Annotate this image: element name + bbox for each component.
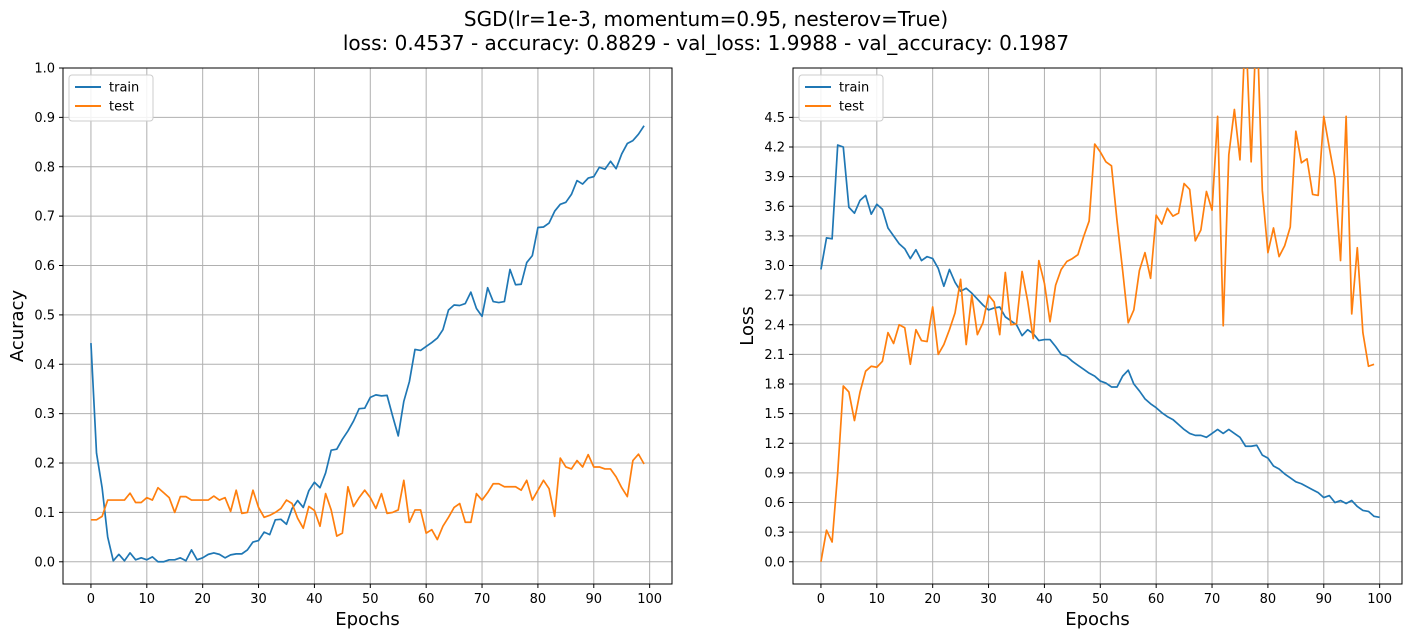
x-tick-label: 70 bbox=[474, 592, 491, 607]
x-tick-label: 50 bbox=[362, 592, 379, 607]
loss-xlabel: Epochs bbox=[1065, 609, 1130, 630]
y-tick-label: 0.6 bbox=[764, 496, 785, 511]
accuracy-series-group bbox=[90, 125, 645, 563]
legend-label-test: test bbox=[839, 100, 864, 115]
y-tick-label: 0.2 bbox=[34, 457, 55, 472]
figure-title-line1: SGD(lr=1e-3, momentum=0.95, nesterov=Tru… bbox=[464, 7, 948, 31]
x-tick-label: 100 bbox=[1367, 592, 1392, 607]
loss-ylabel: Loss bbox=[737, 306, 758, 345]
x-tick-label: 40 bbox=[1036, 592, 1053, 607]
accuracy-xlabel: Epochs bbox=[335, 609, 400, 630]
y-tick-label: 1.5 bbox=[764, 407, 785, 422]
loss-plot: 0 10 20 30 40 50 60 70 80 90 100 0.0 0.3 0.6 0.9 1.2 1.5… bbox=[737, 67, 1403, 630]
y-tick-label: 0.5 bbox=[34, 308, 55, 323]
x-tick-label: 30 bbox=[250, 592, 267, 607]
y-tick-label: 3.6 bbox=[764, 200, 785, 215]
y-tick-label: 0.8 bbox=[34, 160, 55, 175]
x-tick-label: 0 bbox=[817, 592, 825, 607]
y-tick-label: 0.7 bbox=[34, 210, 55, 225]
accuracy-plot: 0 10 20 30 40 50 60 70 80 90 100 0.0 0.1 0.2 0.3 0.4 0.5… bbox=[7, 62, 673, 630]
x-tick-label: 90 bbox=[586, 592, 603, 607]
y-tick-label: 2.1 bbox=[764, 348, 785, 363]
y-tick-label: 0.4 bbox=[34, 358, 55, 373]
loss-grid bbox=[793, 68, 1402, 584]
x-tick-label: 60 bbox=[418, 592, 435, 607]
x-tick-label: 100 bbox=[637, 592, 662, 607]
accuracy-grid bbox=[63, 67, 672, 584]
accuracy-ylabel: Acuracy bbox=[7, 290, 28, 363]
y-tick-label: 0.1 bbox=[34, 506, 55, 521]
x-tick-label: 40 bbox=[306, 592, 323, 607]
y-tick-label: 1.2 bbox=[764, 437, 785, 452]
accuracy-legend: train test bbox=[68, 74, 154, 122]
series-line-train bbox=[820, 144, 1380, 519]
x-tick-label: 30 bbox=[980, 592, 997, 607]
y-tick-label: 0.9 bbox=[34, 111, 55, 126]
series-line-test bbox=[820, 68, 1375, 562]
x-tick-label: 50 bbox=[1092, 592, 1109, 607]
figure-title-line2: loss: 0.4537 - accuracy: 0.8829 - val_lo… bbox=[343, 31, 1069, 55]
y-tick-label: 4.5 bbox=[764, 111, 785, 126]
y-tick-label: 2.4 bbox=[764, 318, 785, 333]
x-tick-label: 90 bbox=[1316, 592, 1333, 607]
x-tick-label: 0 bbox=[87, 592, 95, 607]
y-tick-label: 1.8 bbox=[764, 378, 785, 393]
x-tick-label: 20 bbox=[194, 592, 211, 607]
y-tick-label: 0.3 bbox=[34, 407, 55, 422]
y-tick-label: 0.0 bbox=[764, 555, 785, 570]
legend-label-train: train bbox=[109, 81, 139, 96]
y-tick-label: 0.6 bbox=[34, 259, 55, 274]
y-tick-label: 0.3 bbox=[764, 526, 785, 541]
y-tick-label: 4.2 bbox=[764, 141, 785, 156]
loss-legend: train test bbox=[798, 74, 884, 122]
accuracy-axes-frame bbox=[62, 67, 673, 585]
loss-axes-frame bbox=[792, 67, 1403, 585]
y-tick-label: 0.9 bbox=[764, 466, 785, 481]
y-tick-label: 3.9 bbox=[764, 170, 785, 185]
x-tick-label: 20 bbox=[924, 592, 941, 607]
x-tick-label: 80 bbox=[1260, 592, 1277, 607]
x-tick-label: 60 bbox=[1148, 592, 1165, 607]
loss-series-group bbox=[820, 68, 1380, 562]
y-tick-label: 1.0 bbox=[34, 62, 55, 77]
y-tick-label: 3.3 bbox=[764, 229, 785, 244]
y-tick-label: 0.0 bbox=[34, 555, 55, 570]
x-tick-label: 10 bbox=[139, 592, 156, 607]
x-tick-label: 80 bbox=[530, 592, 547, 607]
legend-label-test: test bbox=[109, 100, 134, 115]
y-tick-label: 2.7 bbox=[764, 289, 785, 304]
x-tick-label: 10 bbox=[869, 592, 886, 607]
x-tick-label: 70 bbox=[1204, 592, 1221, 607]
y-tick-label: 3.0 bbox=[764, 259, 785, 274]
series-line-train bbox=[90, 125, 645, 563]
series-line-test bbox=[90, 453, 645, 541]
legend-label-train: train bbox=[839, 81, 869, 96]
